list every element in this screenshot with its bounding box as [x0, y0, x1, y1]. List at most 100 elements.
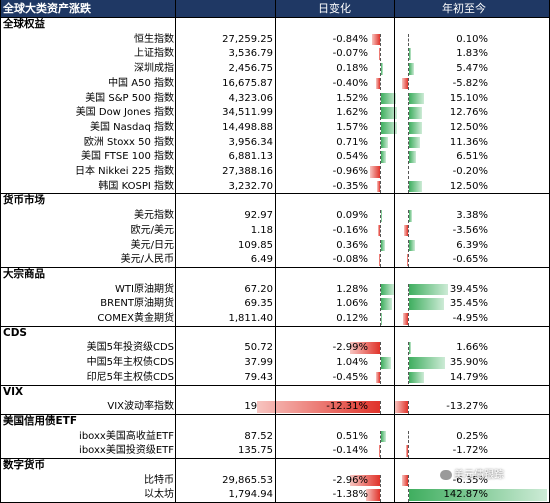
ytd-axis — [408, 298, 409, 311]
ytd-change: -4.95% — [452, 313, 488, 324]
asset-level: 3,956.34 — [228, 136, 273, 148]
asset-name: BRENT原油期货 — [100, 298, 174, 310]
daily-change: 0.12% — [336, 313, 368, 324]
ytd-bar — [409, 151, 416, 163]
asset-name: 欧元/美元 — [130, 224, 174, 236]
ytd-change: 12.76% — [449, 107, 488, 119]
asset-level: 67.20 — [244, 283, 273, 295]
ytd-axis — [408, 357, 409, 370]
ytd-axis — [408, 430, 409, 444]
ytd-change: 15.10% — [449, 92, 488, 104]
ytd-bar — [409, 136, 421, 149]
daily-axis — [380, 489, 381, 503]
table-row: 韩国 KOSPI 指数 3,232.70 -0.35% 12.50% — [0, 180, 550, 195]
wechat-icon — [440, 470, 452, 480]
table-row: 欧元/美元 1.18 -0.16% -3.56% — [0, 224, 550, 239]
section-header: 大宗商品 — [0, 268, 550, 283]
asset-level: 1.18 — [250, 224, 273, 236]
daily-change: 0.18% — [336, 63, 368, 75]
asset-level: 27,259.25 — [222, 33, 273, 45]
ytd-change: -6.35% — [452, 474, 488, 486]
table-title: 全球大类资产涨跌 — [3, 2, 91, 15]
table-row: 日本 Nikkei 225 指数 27,388.16 -0.96% -0.20% — [0, 165, 550, 180]
asset-level: 1,794.94 — [228, 489, 273, 501]
ytd-bar — [404, 224, 408, 237]
asset-name: 美元指数 — [134, 210, 174, 222]
asset-level: 135.75 — [238, 445, 273, 457]
ytd-axis — [408, 166, 409, 179]
daily-bar — [370, 166, 380, 178]
asset-name: 美元/日元 — [130, 239, 174, 251]
column-divider — [394, 0, 395, 503]
ytd-bar — [403, 313, 408, 325]
asset-name: WTI原油期货 — [115, 283, 174, 295]
daily-axis — [380, 357, 381, 370]
asset-level: 79.43 — [244, 371, 273, 383]
daily-change: -0.35% — [332, 180, 368, 192]
daily-bar — [381, 92, 397, 105]
table-row: 美国 Nasdaq 指数 14,498.88 1.57% 12.50% — [0, 121, 550, 136]
asset-level: 69.35 — [244, 298, 273, 310]
table-row: 美元指数 92.97 0.09% 3.38% — [0, 209, 550, 224]
ytd-bar — [409, 107, 422, 119]
section-header: 全球权益 — [0, 18, 550, 33]
ytd-bar — [401, 474, 408, 487]
section-header: 数字货币 — [0, 459, 550, 474]
ytd-axis — [408, 92, 409, 106]
asset-level: 4,323.06 — [228, 92, 273, 104]
ytd-change: 12.50% — [449, 180, 488, 192]
ytd-bar — [409, 48, 411, 61]
ytd-axis — [408, 342, 409, 356]
table-row: 上证指数 3,536.79 -0.07% 1.83% — [0, 47, 550, 62]
ytd-change: 1.83% — [456, 48, 488, 60]
ytd-change: 3.38% — [456, 210, 488, 222]
section-header: 货币市场 — [0, 194, 550, 209]
table-row: 美元/人民币 6.49 -0.08% -0.65% — [0, 253, 550, 268]
daily-axis — [380, 151, 381, 164]
daily-change: -0.45% — [332, 371, 368, 383]
table-row: 中国5年主权债CDS 37.99 1.04% 35.90% — [0, 356, 550, 371]
daily-change: -0.16% — [332, 224, 368, 236]
column-divider — [175, 0, 176, 503]
table-row: 美国 S&P 500 指数 4,323.06 1.52% 15.10% — [0, 92, 550, 107]
asset-level: 1,811.40 — [228, 313, 273, 324]
ytd-change: 12.50% — [449, 121, 488, 133]
table-row: 欧洲 Stoxx 50 指数 3,956.34 0.71% 11.36% — [0, 136, 550, 151]
ytd-axis — [408, 489, 409, 503]
asset-name: 美国 FTSE 100 指数 — [81, 151, 174, 163]
asset-name: COMEX黄金期货 — [97, 313, 174, 324]
table-row: iboxx美国高收益ETF 87.52 0.51% 0.25% — [0, 430, 550, 445]
daily-axis — [380, 33, 381, 47]
ytd-axis — [408, 371, 409, 385]
daily-change: 1.04% — [336, 357, 368, 369]
ytd-axis — [408, 254, 409, 267]
ytd-bar — [409, 357, 445, 369]
daily-bar — [381, 136, 389, 149]
ytd-change: 1.66% — [456, 342, 488, 354]
daily-bar — [376, 180, 380, 193]
asset-level: 50.72 — [244, 342, 273, 354]
daily-change: -0.07% — [332, 48, 368, 60]
asset-name: 美元/人民币 — [120, 254, 174, 266]
daily-bar — [371, 33, 380, 46]
section-title: 全球权益 — [3, 18, 45, 30]
column-divider — [0, 0, 1, 503]
daily-axis — [380, 298, 381, 311]
asset-level: 14,498.88 — [222, 121, 273, 133]
ytd-change: 35.90% — [449, 357, 488, 369]
daily-change-header: 日变化 — [318, 2, 351, 15]
table-row: 恒生指数 27,259.25 -0.84% 0.10% — [0, 33, 550, 48]
ytd-axis — [408, 151, 409, 164]
ytd-change: -3.56% — [452, 224, 488, 236]
daily-bar — [381, 63, 383, 75]
daily-bar — [350, 474, 380, 487]
ytd-change: -0.20% — [452, 166, 488, 177]
asset-name: 中国 A50 指数 — [108, 77, 174, 89]
asset-level: 109.85 — [238, 239, 273, 251]
ytd-change: 35.45% — [449, 298, 488, 310]
ytd-bar — [409, 92, 425, 105]
daily-axis — [380, 224, 381, 238]
asset-name: 日本 Nikkei 225 指数 — [74, 166, 174, 177]
daily-bar — [379, 48, 380, 61]
ytd-bar — [409, 283, 449, 296]
